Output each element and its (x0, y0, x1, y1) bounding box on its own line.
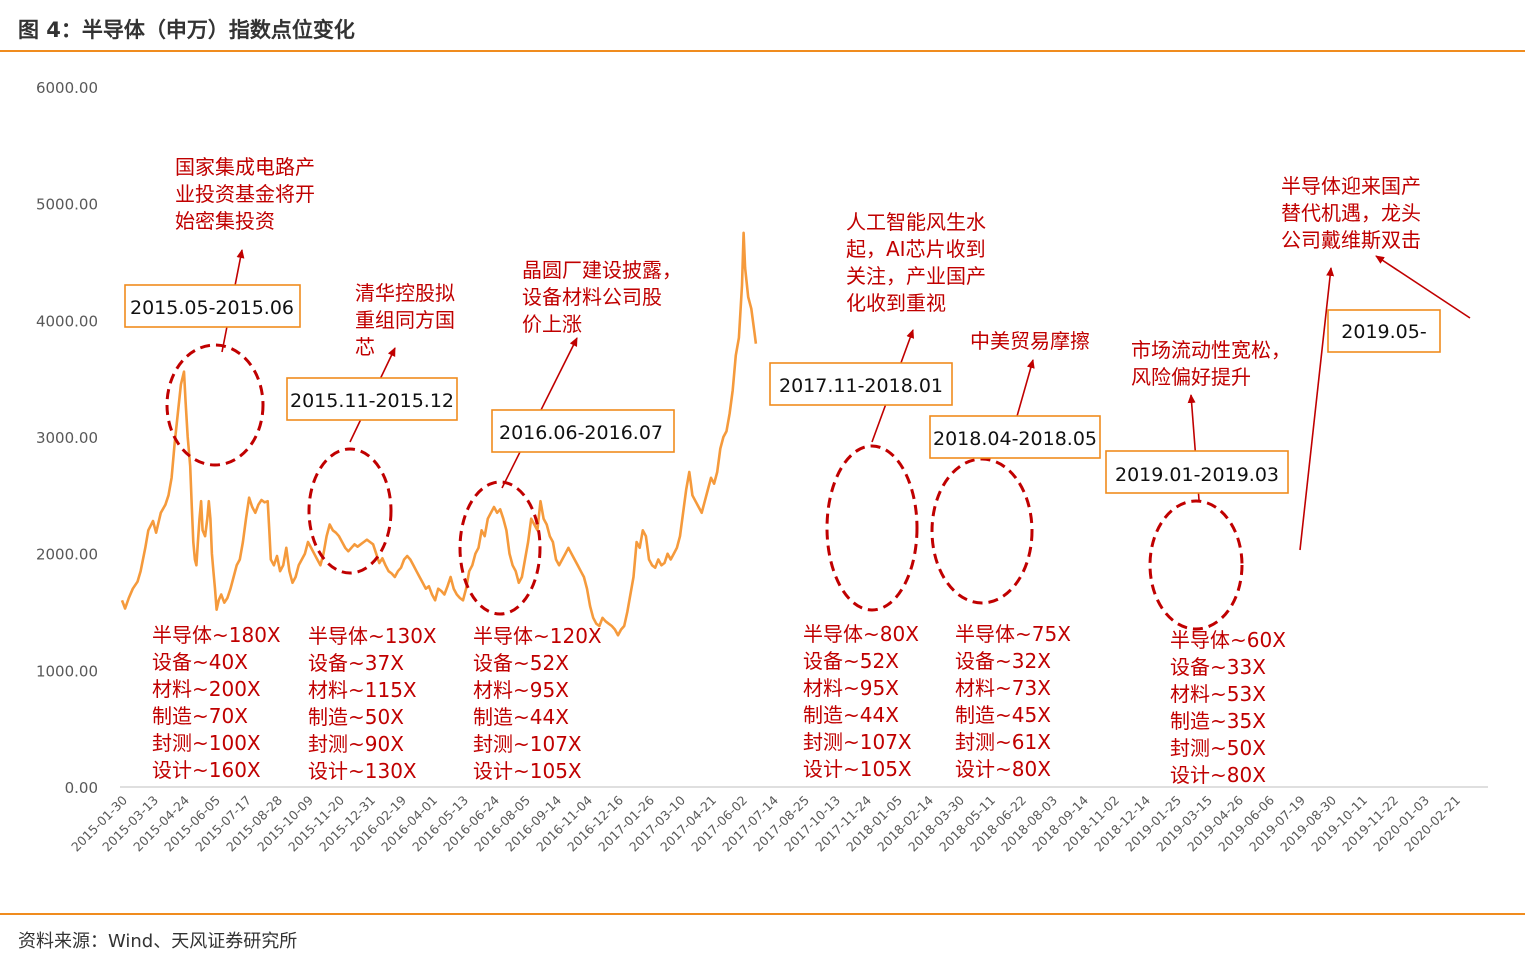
valuation-multiple-line: 材料~115X (308, 678, 417, 702)
event-annotation-line: 化收到重视 (846, 291, 946, 315)
ellipse-layer (165, 343, 1244, 631)
event-annotation-line: 中美贸易摩擦 (970, 329, 1090, 353)
valuation-multiple-line: 制造~50X (308, 705, 404, 729)
valuation-multiple-line: 设计~130X (308, 759, 417, 783)
index-series-line (120, 231, 758, 637)
valuation-multiple-line: 封测~100X (152, 731, 261, 755)
period-label-box (769, 362, 953, 406)
period-label-box (286, 377, 458, 421)
valuation-multiple-line: 材料~73X (955, 676, 1051, 700)
valuation-multiple-line: 设计~105X (473, 759, 582, 783)
valuation-multiple-line: 材料~95X (803, 676, 899, 700)
valuation-multiple-line: 设计~80X (955, 757, 1051, 781)
valuation-multiple-line: 设计~160X (152, 758, 261, 782)
source-note: 资料来源：Wind、天风证券研究所 (18, 931, 298, 952)
valuation-multiple-line: 设备~40X (152, 650, 248, 674)
valuation-multiple-line: 封测~107X (473, 732, 582, 756)
valuation-multiple-line: 封测~61X (955, 730, 1051, 754)
event-annotation-line: 设备材料公司股 (522, 285, 662, 309)
event-annotation-line: 风险偏好提升 (1131, 365, 1251, 389)
valuation-multiple-line: 制造~44X (473, 705, 569, 729)
valuation-multiple-line: 半导体~80X (803, 622, 919, 646)
valuation-multiple-line: 设备~37X (308, 651, 404, 675)
top-rule (0, 50, 1525, 52)
period-label-box (491, 409, 675, 453)
event-arrow (1375, 255, 1471, 319)
valuation-multiple-line: 封测~50X (1170, 736, 1266, 760)
period-label-box (124, 284, 301, 328)
period-label: 2019.01-2019.03 (1115, 464, 1279, 486)
valuation-multiple-line: 半导体~130X (308, 624, 437, 648)
valuation-multiple-line: 制造~45X (955, 703, 1051, 727)
period-ellipse (458, 480, 542, 616)
period-ellipse (1148, 499, 1244, 631)
y-tick-label: 5000.00 (36, 196, 98, 214)
y-tick-label: 6000.00 (36, 79, 98, 97)
period-label: 2016.06-2016.07 (499, 422, 663, 444)
event-annotation-line: 重组同方国 (355, 308, 455, 332)
valuation-multiple-line: 制造~35X (1170, 709, 1266, 733)
period-label: 2019.05- (1341, 321, 1426, 343)
period-label-box (1327, 309, 1441, 353)
valuation-multiple-line: 制造~44X (803, 703, 899, 727)
valuation-multiple-line: 设计~80X (1170, 763, 1266, 787)
event-annotation-line: 芯 (355, 335, 375, 359)
y-tick-label: 1000.00 (36, 662, 98, 680)
event-annotation-line: 替代机遇，龙头 (1281, 201, 1421, 225)
valuation-multiple-line: 设备~52X (803, 649, 899, 673)
period-label-box (929, 415, 1101, 459)
event-annotation-line: 晶圆厂建设披露， (522, 258, 682, 282)
y-tick-label: 3000.00 (36, 429, 98, 447)
period-label: 2018.04-2018.05 (933, 428, 1097, 450)
event-arrow (1299, 267, 1335, 551)
valuation-multiple-line: 设计~105X (803, 757, 912, 781)
event-annotation-line: 人工智能风生水 (846, 210, 986, 234)
valuation-multiple-line: 封测~90X (308, 732, 404, 756)
event-annotation-line: 清华控股拟 (355, 281, 455, 305)
y-tick-label: 2000.00 (36, 546, 98, 564)
valuation-multiple-line: 制造~70X (152, 704, 248, 728)
y-tick-label: 4000.00 (36, 312, 98, 330)
event-annotation-line: 国家集成电路产 (175, 155, 315, 179)
event-annotation-line: 公司戴维斯双击 (1281, 228, 1421, 252)
valuation-multiple-line: 半导体~60X (1170, 628, 1286, 652)
event-annotation-line: 起，AI芯片收到 (846, 237, 986, 261)
series-layer (120, 231, 758, 637)
valuation-multiple-line: 材料~53X (1170, 682, 1266, 706)
period-ellipse (930, 457, 1034, 605)
period-label: 2015.11-2015.12 (290, 390, 454, 412)
event-annotation-line: 半导体迎来国产 (1281, 174, 1421, 198)
event-annotation-line: 业投资基金将开 (175, 182, 315, 206)
period-ellipse (307, 447, 393, 575)
valuation-multiple-line: 半导体~120X (473, 624, 602, 648)
valuation-multiple-line: 封测~107X (803, 730, 912, 754)
event-annotation-line: 价上涨 (522, 312, 582, 336)
valuation-multiple-line: 设备~52X (473, 651, 569, 675)
bottom-rule (0, 913, 1525, 915)
valuation-multiple-line: 半导体~180X (152, 623, 281, 647)
y-tick-label: 0.00 (65, 779, 98, 797)
period-label: 2017.11-2018.01 (779, 375, 943, 397)
figure-title: 图 4：半导体（申万）指数点位变化 (18, 18, 355, 42)
period-ellipse (165, 343, 265, 467)
event-annotation-line: 市场流动性宽松， (1131, 338, 1291, 362)
valuation-multiple-line: 半导体~75X (955, 622, 1071, 646)
event-annotation-line: 关注，产业国产 (846, 264, 986, 288)
period-label-box (1105, 450, 1289, 494)
valuation-multiple-line: 材料~95X (473, 678, 569, 702)
period-label: 2015.05-2015.06 (130, 297, 294, 319)
valuation-multiple-line: 设备~32X (955, 649, 1051, 673)
period-ellipse (825, 444, 919, 612)
box-layer: 2015.05-2015.06 2015.11-2015.12 2016.06-20… (124, 284, 1441, 494)
event-annotation-line: 始密集投资 (175, 209, 275, 233)
valuation-multiple-line: 材料~200X (152, 677, 261, 701)
valuation-multiple-line: 设备~33X (1170, 655, 1266, 679)
